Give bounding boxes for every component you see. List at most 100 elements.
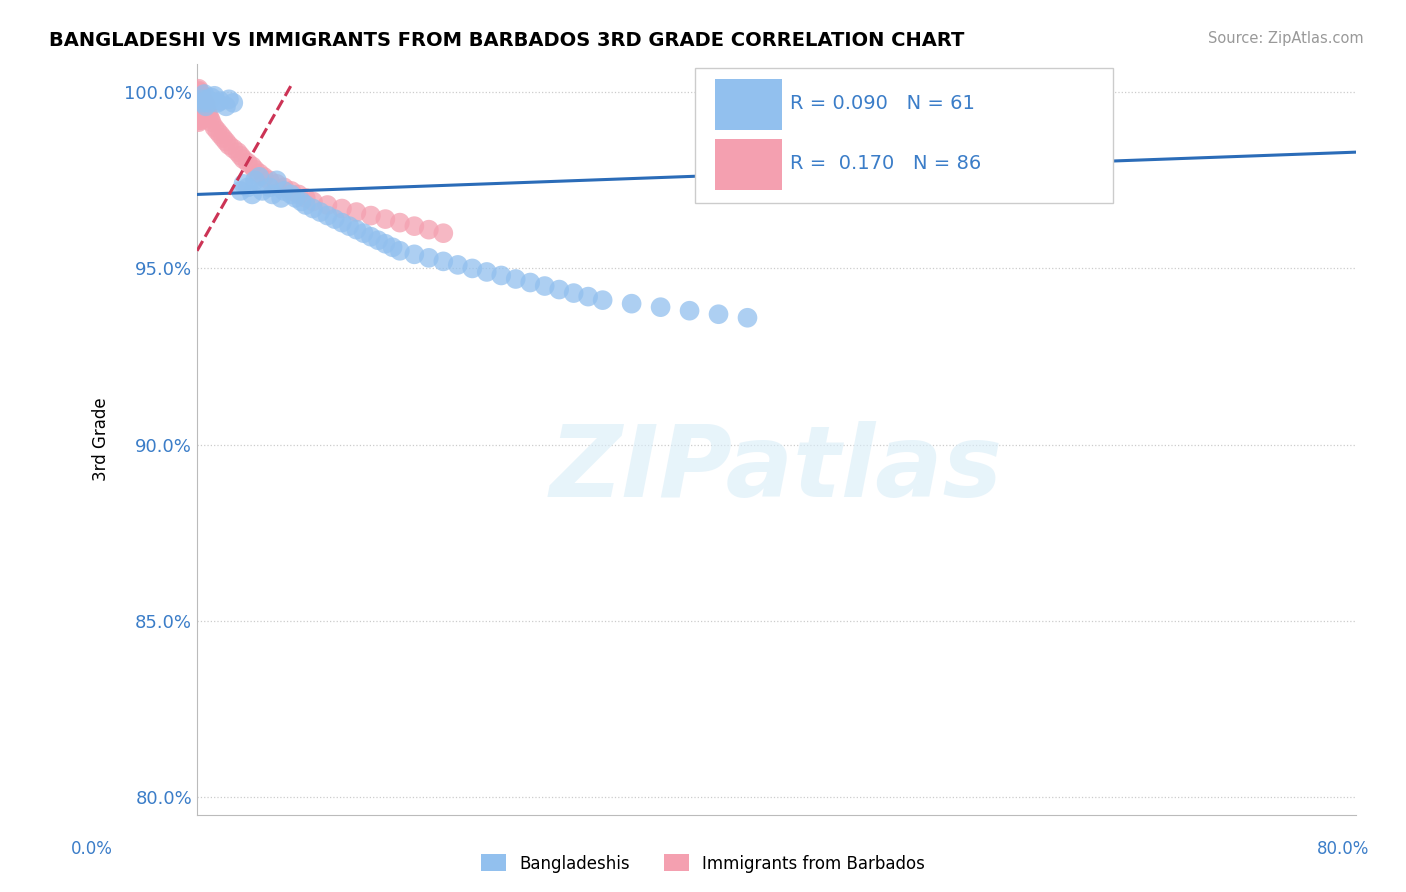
Point: [360, 209, 382, 223]
Point: [191, 106, 214, 120]
Point: [215, 135, 238, 149]
Point: [187, 94, 209, 108]
FancyBboxPatch shape: [696, 68, 1112, 202]
Point: [190, 97, 212, 112]
Point: [187, 115, 209, 129]
Point: [193, 95, 215, 110]
Point: [678, 303, 700, 318]
Point: [195, 92, 218, 106]
Point: [187, 106, 209, 120]
Point: [404, 247, 426, 261]
Point: [273, 184, 295, 198]
Point: [266, 173, 288, 187]
Point: [576, 290, 599, 304]
Point: [191, 92, 214, 106]
Point: [252, 184, 274, 198]
Point: [190, 101, 212, 115]
Point: [316, 198, 339, 212]
Point: [650, 300, 672, 314]
Point: [707, 307, 730, 321]
Text: R = 0.090   N = 61: R = 0.090 N = 61: [790, 95, 976, 113]
Point: [302, 194, 325, 209]
Text: BANGLADESHI VS IMMIGRANTS FROM BARBADOS 3RD GRADE CORRELATION CHART: BANGLADESHI VS IMMIGRANTS FROM BARBADOS …: [49, 31, 965, 50]
Point: [294, 198, 316, 212]
Point: [191, 99, 214, 113]
Point: [374, 212, 396, 227]
Point: [236, 155, 259, 169]
Point: [562, 286, 585, 301]
Point: [309, 205, 332, 219]
Point: [620, 296, 643, 310]
Point: [207, 95, 229, 110]
Point: [190, 95, 212, 110]
Point: [266, 177, 288, 191]
Point: [187, 97, 209, 112]
Point: [204, 88, 226, 103]
Point: [418, 251, 440, 265]
Point: [290, 194, 312, 209]
Point: [193, 103, 215, 117]
Text: 80.0%: 80.0%: [1316, 840, 1369, 858]
Point: [191, 103, 214, 117]
Point: [187, 95, 209, 110]
Point: [207, 124, 229, 138]
Point: [270, 191, 292, 205]
Point: [388, 216, 411, 230]
Point: [367, 233, 389, 247]
Point: [247, 169, 270, 184]
Text: ZIPatlas: ZIPatlas: [550, 421, 1002, 518]
Point: [191, 95, 214, 110]
Point: [287, 187, 309, 202]
Point: [190, 87, 212, 101]
Point: [491, 268, 513, 283]
Point: [187, 103, 209, 117]
Point: [404, 219, 426, 234]
Point: [187, 110, 209, 124]
Point: [243, 162, 266, 177]
Point: [188, 92, 211, 106]
Point: [418, 222, 440, 236]
Point: [432, 226, 454, 240]
Point: [432, 254, 454, 268]
FancyBboxPatch shape: [716, 79, 782, 130]
Point: [232, 177, 254, 191]
Point: [188, 95, 211, 110]
Point: [187, 104, 209, 119]
Point: [195, 104, 218, 119]
Point: [187, 83, 209, 97]
Point: [592, 293, 614, 307]
Text: 0.0%: 0.0%: [70, 840, 112, 858]
Point: [737, 310, 759, 325]
Point: [190, 99, 212, 113]
Point: [187, 101, 209, 115]
Point: [280, 184, 302, 198]
Point: [190, 103, 212, 117]
Point: [190, 106, 212, 120]
Point: [519, 276, 541, 290]
Point: [447, 258, 470, 272]
Point: [187, 81, 209, 95]
Point: [193, 87, 215, 101]
Point: [280, 187, 302, 202]
Point: [194, 101, 217, 115]
Point: [198, 112, 221, 126]
Point: [284, 191, 307, 205]
Point: [194, 99, 217, 113]
FancyBboxPatch shape: [716, 139, 782, 190]
Point: [330, 202, 353, 216]
Point: [218, 138, 240, 153]
Point: [187, 88, 209, 103]
Point: [187, 108, 209, 122]
Point: [273, 180, 295, 194]
Point: [187, 87, 209, 101]
Text: R =  0.170   N = 86: R = 0.170 N = 86: [790, 154, 981, 173]
Point: [229, 184, 252, 198]
Point: [200, 115, 222, 129]
Point: [461, 261, 484, 276]
Point: [188, 113, 211, 128]
Point: [191, 95, 214, 110]
Point: [190, 92, 212, 106]
Point: [188, 110, 211, 124]
Point: [253, 169, 276, 184]
Point: [232, 152, 254, 166]
